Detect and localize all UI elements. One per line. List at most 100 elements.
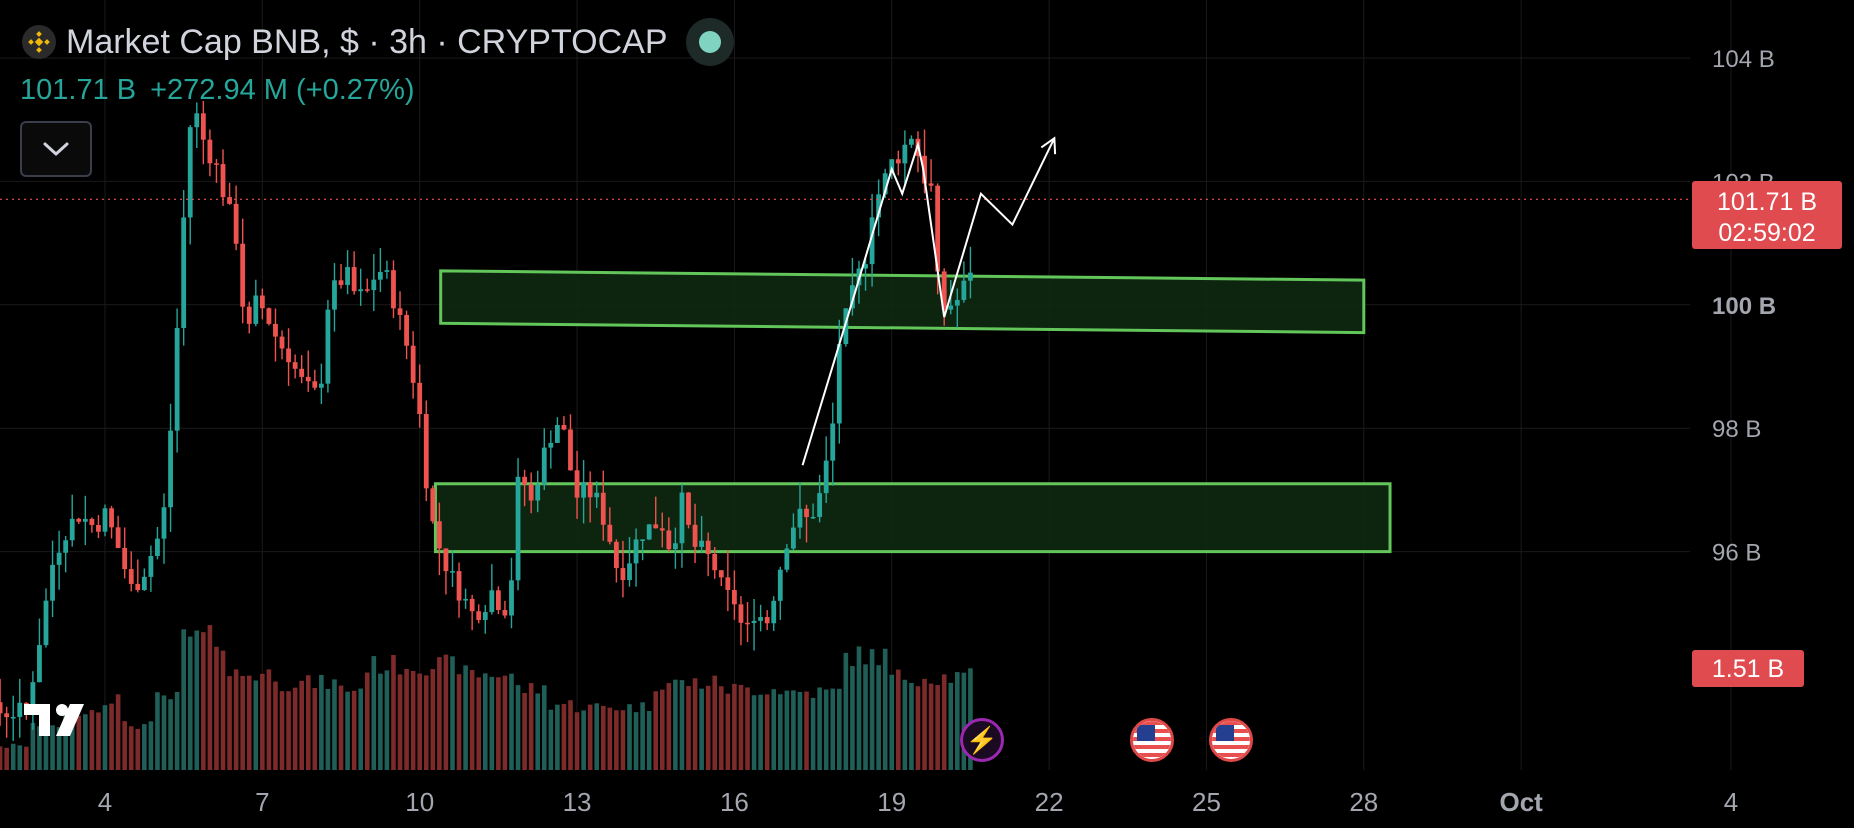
volume-bar	[37, 726, 42, 770]
volume-bar	[476, 677, 482, 770]
candle-body	[259, 295, 265, 309]
candle-body	[456, 571, 462, 601]
candle-body	[574, 470, 580, 498]
volume-bar	[286, 691, 291, 770]
upper-zone[interactable]	[439, 269, 1366, 335]
grid	[0, 0, 1732, 770]
support-zones	[433, 269, 1392, 554]
volume-bar	[201, 632, 206, 770]
volume-bar	[43, 720, 49, 770]
candle-body	[286, 348, 291, 363]
x-axis-label: 13	[563, 787, 592, 817]
candle-body	[482, 612, 488, 620]
candle-body	[174, 327, 180, 431]
volume-bar	[450, 656, 455, 770]
candle-body	[299, 368, 305, 377]
volume-bar	[561, 704, 567, 770]
x-axis-label: 10	[405, 787, 434, 817]
candle-body	[745, 622, 750, 625]
volume-bar	[732, 683, 737, 770]
candle-body	[509, 580, 514, 616]
volume-bar	[463, 665, 468, 770]
volume-bar	[686, 686, 691, 770]
volume-bar	[941, 674, 947, 770]
candle-body	[214, 163, 219, 165]
candle-body	[941, 271, 947, 310]
volume-bar	[397, 674, 403, 770]
volume-bar	[607, 707, 613, 770]
volume-bar	[614, 710, 619, 770]
volume-bar	[804, 691, 809, 770]
candle-body	[522, 476, 527, 485]
candle-body	[50, 564, 55, 601]
volume-bar	[712, 675, 718, 770]
candle-body	[246, 306, 252, 324]
candle-body	[554, 425, 560, 443]
volume-bar	[0, 746, 3, 770]
candle-body	[895, 159, 901, 164]
candle-body	[607, 524, 613, 542]
candle-body	[17, 702, 23, 717]
candle-body	[548, 442, 554, 448]
candle-body	[135, 583, 141, 591]
tradingview-logo-icon	[24, 704, 84, 736]
volume-bar	[181, 629, 186, 770]
candle-body	[633, 539, 639, 564]
candle-body	[876, 194, 882, 218]
lightning-event-icon[interactable]: ⚡	[960, 718, 1004, 762]
volume-bar	[948, 682, 954, 770]
candle-body	[161, 507, 167, 539]
candle-body	[613, 541, 619, 569]
volume-bar	[902, 679, 908, 770]
change-percent: (+0.27%)	[296, 74, 415, 106]
x-axis[interactable]: 4 7 10 13 16 19 22 25 28 Oct 4	[98, 787, 1738, 817]
volume-bar	[142, 724, 147, 770]
volume-bar	[83, 714, 88, 770]
volume-bar	[246, 675, 252, 770]
volume-bar	[122, 721, 127, 770]
volume-bar	[194, 630, 200, 770]
volume-bar	[174, 692, 180, 770]
y-axis-label: 98 B	[1712, 416, 1761, 443]
candle-body	[738, 604, 744, 623]
candle-body	[672, 543, 678, 550]
candle-body	[902, 144, 908, 164]
volume-bar	[128, 726, 134, 770]
volume-bar	[574, 712, 580, 770]
candle-body	[292, 362, 298, 369]
volume-bar	[882, 648, 888, 770]
last-value: 101.71 B	[20, 74, 137, 106]
candle-body	[43, 600, 49, 646]
candle-body	[0, 702, 3, 714]
legend-toggle-button[interactable]	[20, 121, 92, 177]
candle-body	[436, 521, 442, 549]
volume-bar	[155, 692, 160, 770]
candle-body	[384, 270, 390, 272]
candle-body	[581, 482, 587, 498]
candle-body	[627, 563, 632, 581]
volume-bar	[279, 691, 285, 770]
symbol-title[interactable]: Market Cap BNB, $ · 3h · CRYPTOCAP	[66, 22, 668, 61]
market-status-icon[interactable]	[685, 18, 734, 66]
volume-label: 1.51 B	[1692, 650, 1804, 687]
candle-body	[109, 508, 114, 528]
candle-body	[777, 569, 783, 601]
us-flag-event-icon[interactable]	[1130, 718, 1174, 762]
y-axis-label: 104 B	[1712, 46, 1775, 73]
candle-body	[600, 492, 606, 525]
volume-bar	[437, 657, 442, 770]
candle-body	[318, 383, 324, 388]
candle-body	[495, 590, 501, 610]
candle-body	[273, 323, 278, 337]
projection-line[interactable]	[801, 137, 1056, 466]
volume-bar	[233, 669, 239, 770]
volume-bar	[823, 689, 829, 770]
volume-bar	[810, 697, 816, 770]
volume-bar	[358, 688, 363, 770]
us-flag-event-icon[interactable]	[1209, 718, 1253, 762]
volume-bar	[653, 691, 659, 770]
lower-zone[interactable]	[433, 482, 1392, 554]
volume-bar	[581, 710, 586, 770]
